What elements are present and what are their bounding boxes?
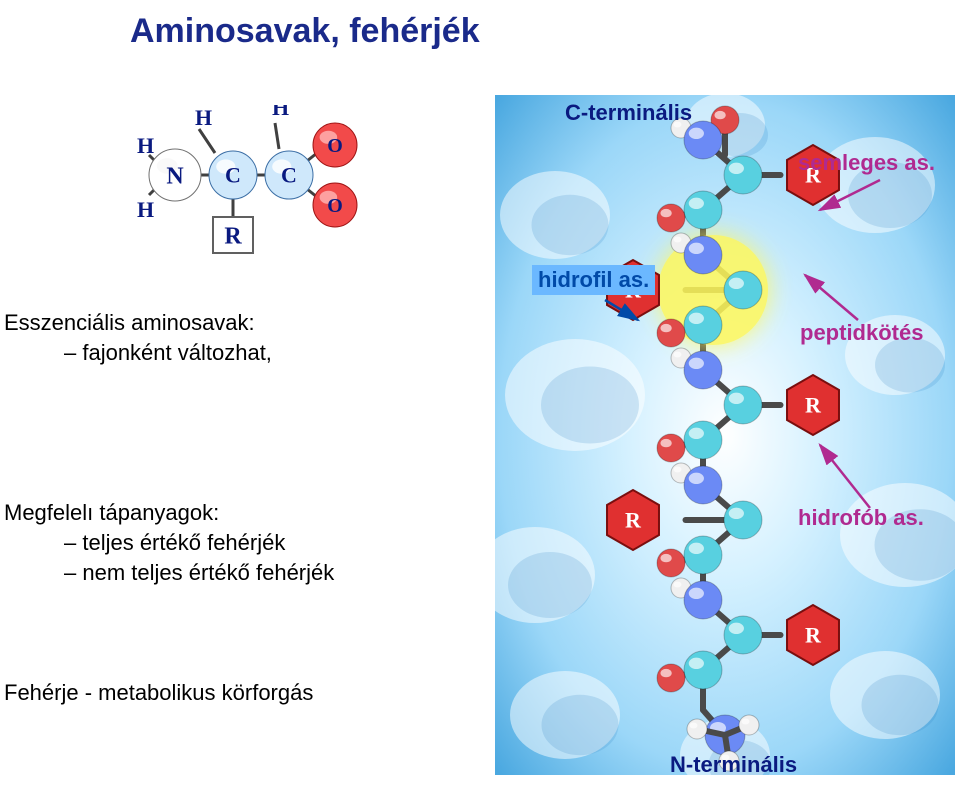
- page-title: Aminosavak, fehérjék: [130, 12, 480, 51]
- svg-text:R: R: [625, 508, 642, 533]
- svg-text:O: O: [327, 135, 343, 157]
- hidrofil-label: hidrofil as.: [532, 265, 655, 295]
- turnover-text: Fehérje - metabolikus körforgás: [4, 680, 313, 706]
- svg-text:H: H: [137, 197, 154, 222]
- svg-text:C: C: [281, 163, 297, 188]
- svg-text:H: H: [195, 105, 212, 130]
- hidrofob-label: hidrofób as.: [798, 505, 924, 531]
- svg-text:H: H: [272, 105, 289, 120]
- svg-text:R: R: [224, 223, 242, 249]
- peptid-label: peptidkötés: [800, 320, 923, 346]
- amino-acid-molecule: HHHHNCCOOR: [115, 105, 375, 265]
- svg-text:H: H: [137, 133, 154, 158]
- n-terminal-label: N-terminális: [670, 752, 797, 778]
- nutrients-item-2: – nem teljes értékő fehérjék: [4, 560, 334, 586]
- semleges-label: semleges as.: [798, 150, 935, 176]
- svg-text:R: R: [805, 393, 822, 418]
- peptide-chain: RRRRR: [495, 95, 955, 775]
- svg-text:O: O: [327, 195, 343, 217]
- essential-item: – fajonként változhat,: [4, 340, 272, 366]
- nutrients-item-1: – teljes értékő fehérjék: [4, 530, 285, 556]
- svg-text:C: C: [225, 163, 241, 188]
- essential-heading: Esszenciális aminosavak:: [4, 310, 255, 336]
- svg-text:R: R: [805, 623, 822, 648]
- c-terminal-label: C-terminális: [565, 100, 692, 126]
- svg-text:N: N: [166, 163, 184, 189]
- nutrients-heading: Megfelelı tápanyagok:: [4, 500, 219, 526]
